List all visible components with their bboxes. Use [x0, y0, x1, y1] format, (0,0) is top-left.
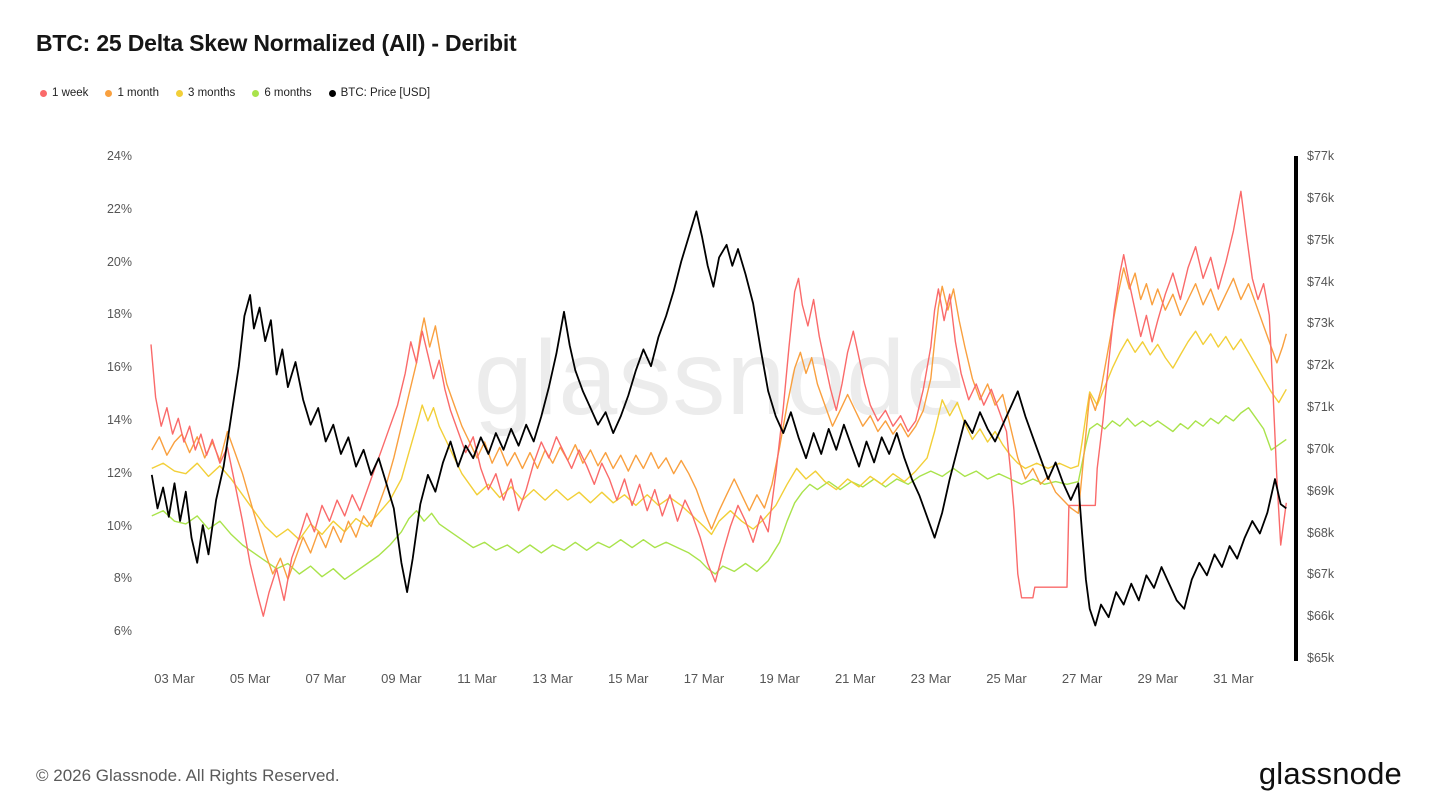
legend-item-6-months[interactable]: 6 months: [252, 87, 312, 99]
series-line-btc-price-usd: [150, 210, 1287, 627]
price-axis-line: [1294, 156, 1298, 661]
page-title: BTC: 25 Delta Skew Normalized (All) - De…: [36, 30, 517, 56]
legend-dot-icon: [105, 89, 113, 97]
legend-dot-icon: [40, 89, 47, 97]
series-line-3-months: [151, 330, 1287, 541]
legend-label: 1 week: [52, 87, 89, 99]
glassnode-watermark: glassnode: [473, 319, 967, 437]
series-line-1-week: [150, 190, 1287, 617]
legend-item-btc-price-usd[interactable]: BTC: Price [USD]: [328, 87, 431, 99]
series-line-1-month: [151, 267, 1287, 580]
legend-label: 1 month: [117, 87, 159, 99]
copyright-text: © 2026 Glassnode. All Rights Reserved.: [36, 766, 340, 785]
legend-dot-icon: [252, 89, 260, 97]
series-line-6-months: [151, 407, 1287, 580]
legend-item-1-week[interactable]: 1 week: [40, 87, 88, 99]
legend-label: 6 months: [264, 87, 312, 99]
legend: 1 week 1 month 3 months 6 months BTC: Price …: [40, 87, 430, 99]
legend-dot-icon: [176, 89, 183, 97]
legend-label: BTC: Price [USD]: [340, 87, 431, 99]
glassnode-logo: glassnode: [1258, 756, 1402, 791]
legend-dot-icon: [328, 89, 336, 97]
legend-item-1-month[interactable]: 1 month: [105, 87, 159, 99]
legend-label: 3 months: [188, 87, 236, 99]
legend-item-3-months[interactable]: 3 months: [176, 87, 235, 99]
